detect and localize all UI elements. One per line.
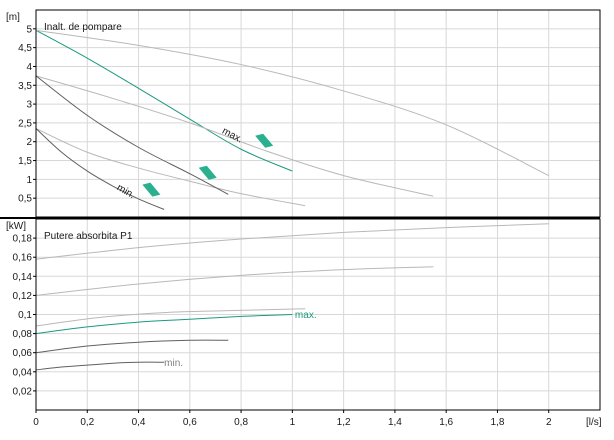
x-tick-label: 1,4 — [388, 417, 402, 428]
power-curves — [35, 223, 549, 371]
y-tick-label: 5 — [26, 24, 32, 35]
curve-label: max. — [295, 310, 317, 321]
series-curve — [35, 223, 549, 260]
y-tick-label: 0,1 — [18, 310, 32, 321]
y-tick-label: 0,04 — [13, 367, 33, 378]
series-curve — [35, 266, 434, 296]
x-tick-label: 0,6 — [183, 417, 197, 428]
power-y-ticks: 0,02 0,04 0,06 0,08 0,1 0,12 0,14 0,16 0,18 — [13, 234, 36, 397]
y-tick-label: 3 — [26, 100, 32, 111]
x-tick-label: 0 — [33, 417, 39, 428]
x-tick-label: 0,2 — [80, 417, 94, 428]
head-panel: max.min. 0,511,522,533,544,55 [m] Inalt.… — [6, 9, 601, 218]
head-curves — [35, 29, 549, 210]
x-tick-label: 1,6 — [439, 417, 453, 428]
y-tick-label: 0,02 — [13, 386, 33, 397]
y-tick-label: 0,08 — [13, 329, 33, 340]
y-tick-label: 0,18 — [13, 234, 33, 245]
y-tick-label: 0,14 — [13, 272, 33, 283]
series-curve — [35, 29, 293, 172]
operating-point-marker — [198, 165, 217, 180]
flow-x-unit-label: [l/s] — [586, 417, 602, 428]
y-tick-label: 4,5 — [18, 43, 32, 54]
x-tick-label: 2 — [546, 417, 552, 428]
y-tick-label: 2 — [26, 137, 32, 148]
series-curve — [35, 339, 229, 354]
curve-label: min. — [164, 358, 183, 369]
x-tick-label: 1 — [290, 417, 296, 428]
x-tick-label: 1,8 — [491, 417, 505, 428]
series-curve — [35, 361, 165, 371]
y-tick-label: 0,06 — [13, 348, 33, 359]
head-y-unit-label: [m] — [6, 12, 20, 23]
power-y-unit-label: [kW] — [6, 221, 26, 232]
y-tick-label: 2,5 — [18, 118, 32, 129]
series-curve — [35, 128, 306, 207]
flow-x-ticks: 0 0,2 0,4 0,6 0,8 1 1,2 1,4 1,6 1,8 2 — [33, 410, 552, 428]
series-curve — [35, 75, 229, 195]
power-panel-title: Putere absorbita P1 — [44, 231, 133, 242]
y-tick-label: 0,5 — [18, 194, 32, 205]
y-tick-label: 1,5 — [18, 156, 32, 167]
power-curve-labels: max. min. — [164, 310, 316, 369]
y-tick-label: 4 — [26, 62, 32, 73]
y-tick-label: 0,12 — [13, 291, 33, 302]
x-tick-label: 1,2 — [337, 417, 351, 428]
series-curve — [35, 314, 293, 335]
series-curve — [35, 29, 549, 177]
x-tick-label: 0,8 — [234, 417, 248, 428]
head-markers — [142, 133, 274, 197]
series-curve — [35, 308, 306, 327]
x-tick-label: 0,4 — [132, 417, 146, 428]
power-panel: max. min. 0,02 0,04 0,06 0,08 0,1 0,12 0,14 0,16… — [6, 218, 602, 428]
series-curve — [35, 75, 434, 197]
series-curve — [35, 128, 165, 210]
y-tick-label: 1 — [26, 175, 32, 186]
operating-point-marker — [255, 133, 274, 148]
y-tick-label: 0,16 — [13, 253, 33, 264]
y-tick-label: 3,5 — [18, 81, 32, 92]
head-panel-title: Inalt. de pompare — [44, 22, 122, 33]
operating-point-marker — [142, 182, 161, 197]
head-grid — [36, 10, 600, 217]
